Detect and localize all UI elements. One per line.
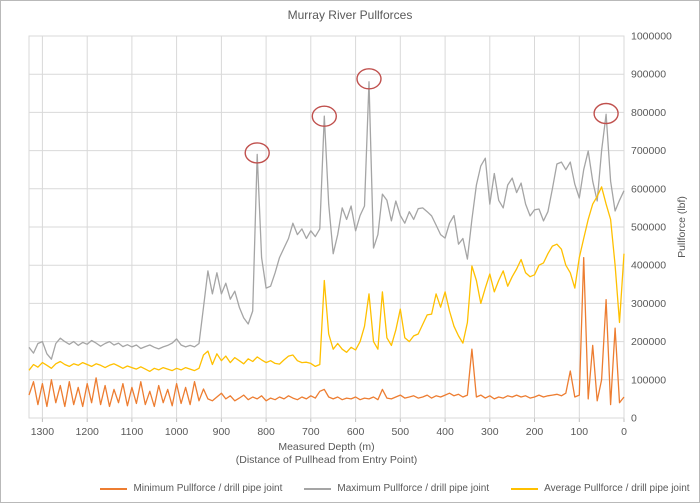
y-tick-label: 600000	[631, 183, 666, 195]
series-minimum-line	[28, 256, 625, 408]
legend-item-minimum: Minimum Pullforce / drill pipe joint	[100, 483, 282, 494]
legend-label-average: Average Pullforce / drill pipe joint	[544, 483, 690, 494]
peak-annotation-ellipse-1	[244, 142, 270, 164]
plot-border	[28, 35, 625, 419]
x-tick-label: 700	[302, 426, 320, 438]
x-tick-label: 1200	[76, 426, 100, 438]
y-tick-label: 300000	[631, 298, 666, 310]
y-tick-label: 0	[631, 413, 637, 425]
x-tick-label: 300	[481, 426, 499, 438]
chart-title: Murray River Pullforces	[287, 8, 413, 22]
chart-legend: Minimum Pullforce / drill pipe joint Maxi…	[1, 483, 699, 494]
y-tick-label: 200000	[631, 336, 666, 348]
legend-marker-maximum	[304, 487, 332, 490]
series-average-line	[28, 186, 625, 373]
x-tick-label: 200	[526, 426, 544, 438]
series-maximum-line	[28, 81, 625, 360]
peak-annotation-ellipse-2	[311, 105, 337, 127]
legend-marker-average	[511, 487, 539, 490]
x-axis-title-line2: (Distance of Pullhead from Entry Point)	[235, 454, 418, 466]
y-tick-label: 1000000	[631, 31, 672, 43]
y-tick-label: 900000	[631, 69, 666, 81]
x-tick-label: 900	[213, 426, 231, 438]
x-tick-label: 1300	[31, 426, 55, 438]
x-tick-label: 0	[621, 426, 627, 438]
peak-annotation-ellipse-3	[356, 68, 382, 90]
x-tick-label: 1100	[121, 426, 144, 438]
x-axis-title-line1: Measured Depth (m)	[278, 441, 375, 453]
x-axis-title: Measured Depth (m) (Distance of Pullhead…	[29, 441, 624, 467]
y-tick-label: 100000	[631, 374, 666, 386]
legend-marker-minimum	[100, 487, 128, 490]
x-tick-label: 100	[571, 426, 589, 438]
y-tick-label: 800000	[631, 107, 666, 119]
legend-label-maximum: Maximum Pullforce / drill pipe joint	[337, 483, 490, 494]
x-tick-label: 400	[436, 426, 454, 438]
x-tick-label: 800	[257, 426, 275, 438]
y-tick-label: 700000	[631, 145, 666, 157]
y-tick-label: 500000	[631, 222, 666, 234]
legend-item-maximum: Maximum Pullforce / drill pipe joint	[304, 483, 489, 494]
x-tick-label: 500	[392, 426, 410, 438]
x-tick-label: 1000	[165, 426, 189, 438]
x-tick-label: 600	[347, 426, 365, 438]
legend-label-minimum: Minimum Pullforce / drill pipe joint	[133, 483, 283, 494]
peak-annotation-ellipse-4	[593, 102, 619, 125]
legend-item-average: Average Pullforce / drill pipe joint	[511, 483, 690, 494]
y-axis-title: Pullforce (lbf)	[676, 196, 688, 258]
y-tick-label: 400000	[631, 260, 666, 272]
